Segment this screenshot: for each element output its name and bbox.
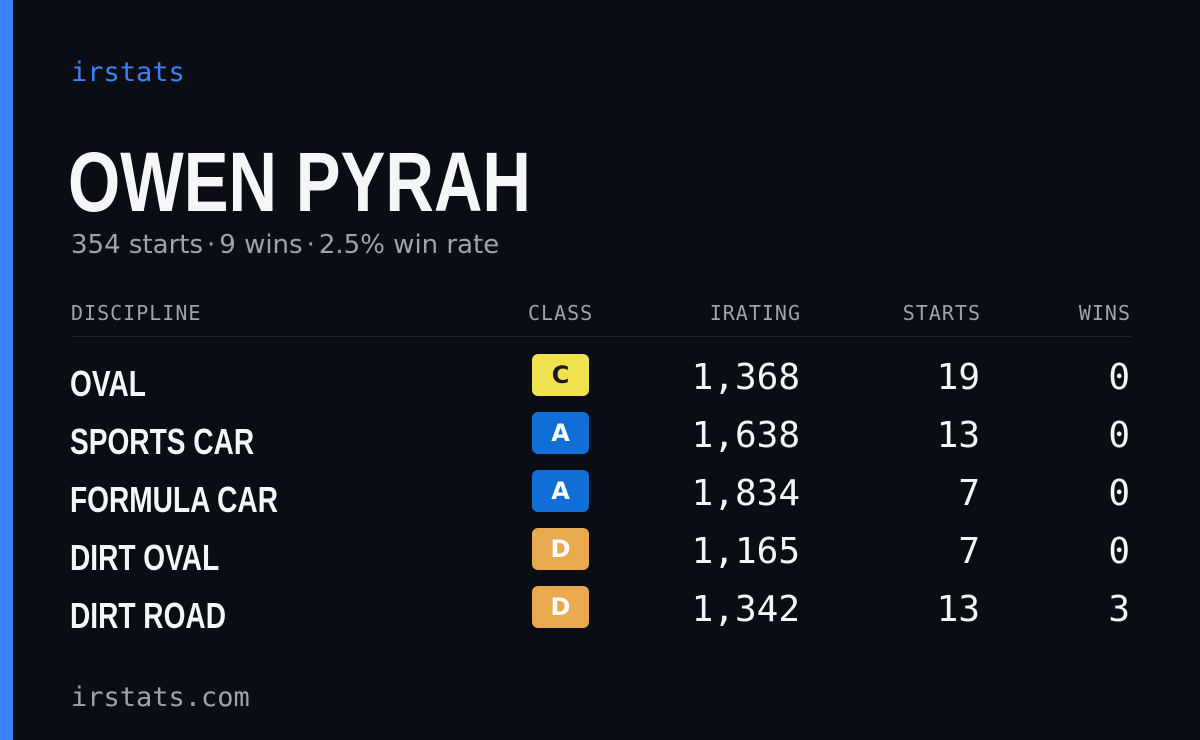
class-badge: D <box>532 528 589 570</box>
class-badge: A <box>532 412 589 454</box>
class-badge: D <box>532 586 589 628</box>
footer-url: irstats.com <box>71 682 250 713</box>
class-badge: A <box>532 470 589 512</box>
header-divider <box>71 336 1131 337</box>
irating-value: 1,638 <box>691 415 800 456</box>
driver-summary: 354 starts · 9 wins · 2.5% win rate <box>71 227 499 263</box>
wins-value: 0 <box>1108 415 1130 456</box>
summary-separator: · <box>207 230 216 260</box>
wins-value: 0 <box>1108 357 1130 398</box>
table-row: OVAL C 1,368 19 0 <box>0 354 1200 412</box>
class-badge: C <box>532 354 589 396</box>
discipline-label: FORMULA CAR <box>70 479 278 520</box>
win-rate: 2.5% win rate <box>318 230 500 260</box>
brand-name: irstats <box>71 57 185 88</box>
table-row: FORMULA CAR A 1,834 7 0 <box>0 470 1200 528</box>
header-discipline: DISCIPLINE <box>71 301 202 325</box>
table-row: SPORTS CAR A 1,638 13 0 <box>0 412 1200 470</box>
accent-bar <box>0 0 13 740</box>
starts-value: 7 <box>958 473 980 514</box>
header-class: CLASS <box>528 301 594 325</box>
starts-value: 19 <box>936 357 980 398</box>
header-starts: STARTS <box>902 301 981 325</box>
discipline-label: DIRT OVAL <box>70 537 220 578</box>
table-row: DIRT ROAD D 1,342 13 3 <box>0 586 1200 644</box>
irating-value: 1,834 <box>691 473 800 514</box>
table-row: DIRT OVAL D 1,165 7 0 <box>0 528 1200 586</box>
summary-separator: · <box>306 230 315 260</box>
wins-total: 9 wins <box>219 230 303 260</box>
starts-total: 354 starts <box>71 230 203 260</box>
header-irating: IRATING <box>709 301 801 325</box>
wins-value: 0 <box>1108 473 1130 514</box>
discipline-label: DIRT ROAD <box>70 595 226 636</box>
irating-value: 1,165 <box>691 531 800 572</box>
irating-value: 1,342 <box>691 589 800 630</box>
discipline-label: SPORTS CAR <box>70 421 255 462</box>
starts-value: 7 <box>958 531 980 572</box>
irating-value: 1,368 <box>691 357 800 398</box>
starts-value: 13 <box>936 415 980 456</box>
wins-value: 0 <box>1108 531 1130 572</box>
discipline-label: OVAL <box>70 363 146 404</box>
starts-value: 13 <box>936 589 980 630</box>
wins-value: 3 <box>1108 589 1130 630</box>
header-wins: WINS <box>1078 301 1131 325</box>
driver-name: OWEN PYRAH <box>68 135 531 229</box>
